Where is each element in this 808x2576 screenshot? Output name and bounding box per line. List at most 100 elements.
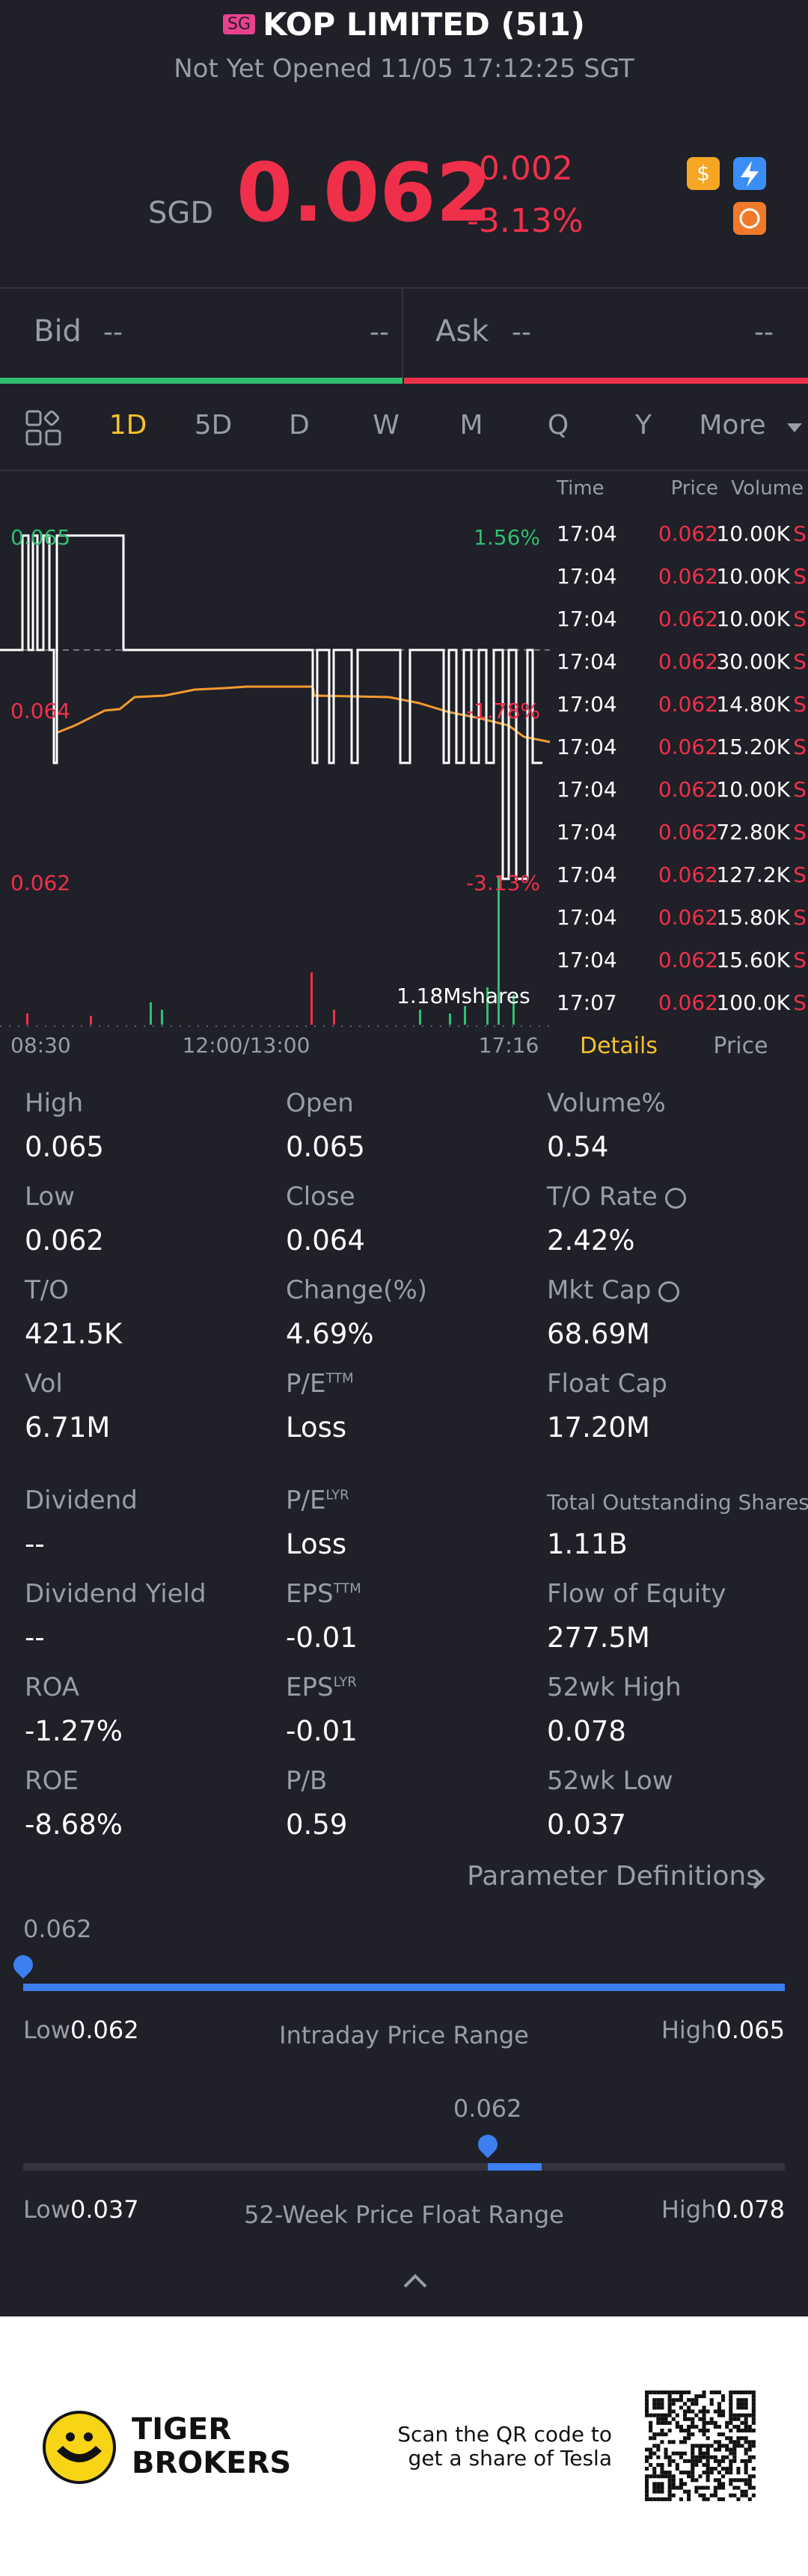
period-tab[interactable]: D bbox=[289, 410, 310, 441]
qr-module bbox=[660, 2485, 664, 2490]
qr-module bbox=[736, 2402, 741, 2406]
qr-module bbox=[717, 2471, 721, 2475]
trade-side: S bbox=[793, 521, 807, 546]
market-status: Not Yet Opened 11/05 17:12:25 SGT bbox=[174, 54, 634, 84]
period-tab[interactable]: Q bbox=[547, 410, 569, 441]
qr-module bbox=[717, 2482, 721, 2486]
qr-module bbox=[694, 2402, 699, 2406]
stat-label: P/B bbox=[286, 1766, 327, 1796]
qr-module bbox=[729, 2436, 733, 2441]
price-tab[interactable]: Price bbox=[713, 1033, 768, 1059]
period-tab[interactable]: M bbox=[459, 410, 483, 441]
info-icon[interactable] bbox=[658, 1281, 680, 1302]
chat-icon[interactable] bbox=[733, 202, 766, 235]
qr-module bbox=[732, 2451, 737, 2456]
stat-label: Dividend Yield bbox=[25, 1579, 206, 1609]
volume-bars bbox=[26, 875, 515, 1025]
qr-module bbox=[702, 2471, 706, 2475]
qr-module bbox=[645, 2413, 649, 2417]
details-tab[interactable]: Details bbox=[579, 1033, 658, 1059]
trade-volume: 15.60K bbox=[716, 948, 790, 972]
qr-module bbox=[717, 2462, 721, 2467]
qr-module bbox=[729, 2451, 733, 2456]
qr-module bbox=[675, 2413, 679, 2417]
qr-module bbox=[660, 2482, 664, 2486]
qr-module bbox=[645, 2447, 649, 2452]
trade-price: 0.062 bbox=[658, 862, 718, 887]
qr-module bbox=[709, 2391, 714, 2395]
qr-module bbox=[656, 2474, 661, 2479]
qr-module bbox=[713, 2409, 717, 2414]
qr-module bbox=[717, 2409, 721, 2414]
intraday-chart bbox=[0, 534, 551, 1027]
stat-label: Close bbox=[286, 1182, 355, 1212]
stat-label-text: T/O bbox=[25, 1275, 69, 1305]
qr-module bbox=[721, 2444, 726, 2448]
qr-module bbox=[660, 2402, 664, 2406]
qr-module bbox=[652, 2467, 657, 2471]
qr-module bbox=[698, 2451, 703, 2456]
qr-module bbox=[687, 2474, 691, 2479]
info-icon[interactable] bbox=[664, 1187, 686, 1209]
qr-module bbox=[732, 2444, 737, 2448]
range-current: 0.062 bbox=[453, 2094, 522, 2123]
bid-price: -- bbox=[103, 317, 123, 348]
qr-module bbox=[740, 2493, 744, 2497]
qr-module bbox=[717, 2478, 721, 2483]
qr-module bbox=[706, 2429, 710, 2433]
qr-module bbox=[751, 2417, 756, 2421]
stat-label-text: EPS bbox=[286, 1672, 334, 1702]
dollar-icon[interactable] bbox=[687, 157, 720, 190]
qr-module bbox=[744, 2459, 748, 2463]
trade-time: 17:04 bbox=[557, 692, 617, 717]
qr-module bbox=[683, 2391, 688, 2395]
trade-price: 0.062 bbox=[658, 607, 718, 631]
period-tab[interactable]: 1D bbox=[108, 410, 147, 441]
qr-module bbox=[645, 2398, 649, 2402]
stat-label: Mkt Cap bbox=[547, 1275, 680, 1305]
stat-label: Vol bbox=[25, 1369, 63, 1399]
qr-module bbox=[687, 2471, 691, 2475]
qr-module bbox=[652, 2398, 657, 2402]
stat-label-text: Low bbox=[25, 1182, 75, 1212]
qr-module bbox=[679, 2485, 683, 2490]
stat-label-sup: TTM bbox=[325, 1370, 354, 1387]
qr-module bbox=[649, 2429, 653, 2433]
stat-value: -- bbox=[25, 1528, 45, 1560]
period-tab[interactable]: More bbox=[699, 410, 766, 441]
qr-module bbox=[691, 2455, 695, 2459]
qr-module bbox=[713, 2424, 717, 2429]
qr-module bbox=[694, 2444, 699, 2448]
qr-module bbox=[740, 2402, 744, 2406]
qr-module bbox=[702, 2391, 706, 2395]
range-value: 0.078 bbox=[716, 2195, 785, 2224]
qr-module bbox=[667, 2471, 672, 2475]
qr-module bbox=[671, 2459, 676, 2463]
parameter-definitions-link[interactable]: Parameter Definitions bbox=[467, 1861, 760, 1892]
period-tab[interactable]: 5D bbox=[194, 410, 233, 441]
period-tab[interactable]: W bbox=[373, 410, 400, 441]
layout-icon[interactable] bbox=[25, 410, 61, 446]
qr-module bbox=[671, 2478, 676, 2483]
bid-label: Bid bbox=[34, 314, 82, 349]
collapse-chevron[interactable] bbox=[400, 2270, 430, 2293]
qr-module bbox=[671, 2485, 676, 2490]
qr-module bbox=[691, 2432, 695, 2437]
qr-module bbox=[652, 2474, 657, 2479]
qr-module bbox=[702, 2409, 706, 2414]
period-tab[interactable]: Y bbox=[635, 410, 652, 441]
qr-module bbox=[671, 2417, 676, 2421]
trade-price: 0.062 bbox=[658, 521, 718, 546]
trade-header: Volume bbox=[731, 477, 804, 500]
qr-module bbox=[660, 2471, 664, 2475]
stat-label: P/ELYR bbox=[286, 1485, 349, 1515]
chevron-right bbox=[753, 1868, 765, 1889]
qr-module bbox=[667, 2405, 672, 2410]
qr-module bbox=[698, 2417, 703, 2421]
qr-module bbox=[702, 2455, 706, 2459]
qr-module bbox=[652, 2405, 657, 2410]
qr-module bbox=[691, 2462, 695, 2467]
qr-module bbox=[691, 2398, 695, 2402]
qr-module bbox=[706, 2451, 710, 2456]
